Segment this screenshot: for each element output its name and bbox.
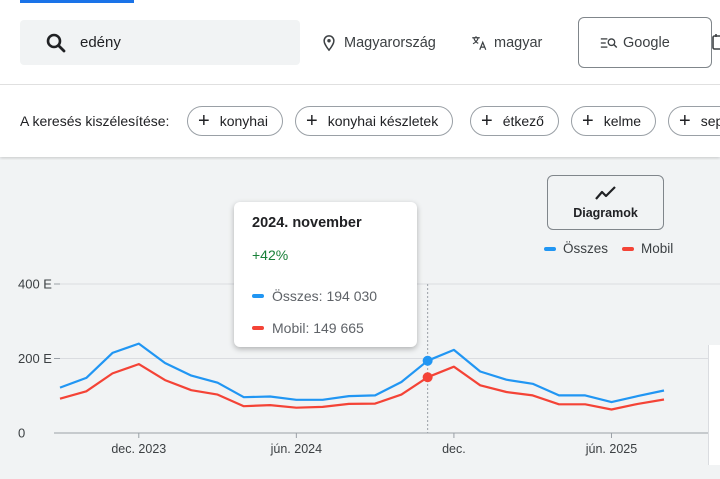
language-label: magyar xyxy=(494,35,543,51)
search-engine-dropdown[interactable]: Google xyxy=(578,17,712,68)
y-tick-label: 200 E xyxy=(18,351,52,366)
tooltip-change: +42% xyxy=(252,247,289,263)
side-panel-edge xyxy=(708,345,720,465)
x-tick-label: dec. 2023 xyxy=(111,442,166,456)
plus-icon: + xyxy=(481,110,493,132)
chip-konyhai[interactable]: + konyhai xyxy=(187,106,283,136)
charts-button[interactable]: Diagramok xyxy=(547,175,664,230)
series-line-mobile xyxy=(59,363,665,411)
series-line-all xyxy=(59,342,665,404)
chip-label: étkező xyxy=(502,113,544,129)
y-tick-label: 400 E xyxy=(18,277,52,292)
trending-icon xyxy=(594,186,616,200)
x-tick-label: jún. 2024 xyxy=(270,442,322,456)
chart-tooltip: 2024. november +42% Összes: 194 030 Mobi… xyxy=(234,202,417,347)
chip-label: sep xyxy=(700,113,720,129)
legend-label-mobile: Mobil xyxy=(641,241,674,256)
plus-icon: + xyxy=(198,110,210,132)
tooltip-row-all: Összes: 194 030 xyxy=(252,288,377,304)
plus-icon: + xyxy=(679,110,691,132)
translate-icon xyxy=(472,36,487,50)
x-tick-label: jún. 2025 xyxy=(585,442,637,456)
tooltip-swatch-all xyxy=(252,294,264,298)
tooltip-row-mobile: Mobil: 149 665 xyxy=(252,320,364,336)
legend-swatch-all xyxy=(544,246,556,251)
chip-etkezo[interactable]: + étkező xyxy=(470,106,559,136)
charts-button-label: Diagramok xyxy=(573,206,638,220)
legend-label-all: Összes xyxy=(563,241,609,256)
chip-label: konyhai készletek xyxy=(327,113,439,129)
chip-sep[interactable]: + sep xyxy=(668,106,720,136)
tooltip-value-all: Összes: 194 030 xyxy=(272,288,378,304)
tooltip-title: 2024. november xyxy=(252,215,362,231)
y-tick-label: 0 xyxy=(18,426,25,441)
tooltip-value-mobile: Mobil: 149 665 xyxy=(272,320,364,336)
calendar-icon[interactable] xyxy=(712,33,720,51)
toolbar-divider xyxy=(0,84,720,85)
location-label: Magyarország xyxy=(344,35,436,51)
x-tick-label: dec. xyxy=(442,442,466,456)
highlight-point-all[interactable] xyxy=(422,355,433,366)
broaden-search-label: A keresés kiszélesítése: xyxy=(20,113,170,129)
tooltip-swatch-mobile xyxy=(252,326,264,330)
highlight-point-mobile[interactable] xyxy=(422,372,433,383)
location-pin-icon xyxy=(323,35,335,52)
plus-icon: + xyxy=(306,110,318,132)
chip-konyhai-keszletek[interactable]: + konyhai készletek xyxy=(295,106,454,136)
legend-mobile[interactable]: Mobil xyxy=(622,241,673,256)
plus-icon: + xyxy=(582,110,594,132)
language-filter[interactable]: magyar xyxy=(470,22,542,64)
search-input[interactable]: edény xyxy=(20,20,300,65)
active-tab-indicator xyxy=(20,0,134,3)
legend-swatch-mobile xyxy=(622,246,634,251)
chip-kelme[interactable]: + kelme xyxy=(571,106,657,136)
chip-label: konyhai xyxy=(219,113,268,129)
search-engine-label: Google xyxy=(623,34,670,51)
search-type-icon xyxy=(600,37,618,48)
location-filter[interactable]: Magyarország xyxy=(320,22,436,64)
chip-label: kelme xyxy=(603,113,642,129)
search-icon xyxy=(46,33,66,52)
legend-all[interactable]: Összes xyxy=(544,241,608,256)
search-query: edény xyxy=(80,34,121,51)
top-toolbar: edény Magyarország magyar Google A keres… xyxy=(0,0,720,157)
